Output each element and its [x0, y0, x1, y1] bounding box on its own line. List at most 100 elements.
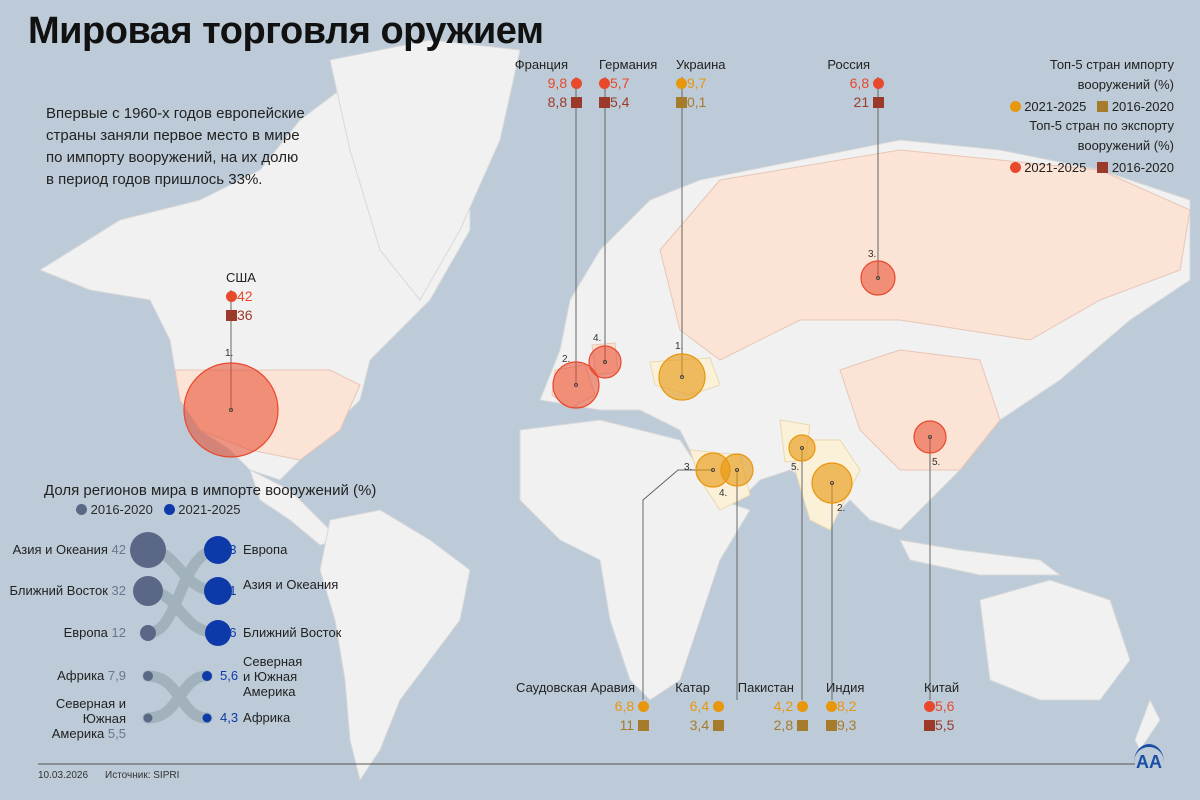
value: 36 — [237, 307, 253, 323]
region-value: 42 — [111, 542, 126, 557]
square-icon — [713, 720, 724, 731]
circle-icon — [873, 78, 884, 89]
value: 5,5 — [935, 717, 955, 733]
region-value: 31 — [222, 583, 237, 598]
country-name: США — [226, 270, 256, 285]
square-icon — [826, 720, 837, 731]
region-label: Африка — [243, 710, 291, 725]
bubble-7 — [788, 434, 816, 462]
rank-label: 2. — [837, 503, 846, 514]
region-label: Северная и Южная Америка — [51, 696, 126, 741]
value: 5,6 — [935, 698, 955, 714]
circle-icon — [571, 78, 582, 89]
callout-5: Саудовская Аравия 6,8 11 — [516, 680, 649, 733]
land-australia — [979, 579, 1131, 701]
callout-3: Украина 9,7 0,1 — [676, 57, 726, 110]
circle-icon — [826, 701, 837, 712]
callout-8: Индия 8,2 9,3 — [826, 680, 864, 733]
value: 0,1 — [687, 94, 707, 110]
value: 3,4 — [689, 717, 710, 733]
rank-label: 3. — [868, 249, 877, 260]
region-value: 4,3 — [220, 710, 239, 725]
region-old-bubble — [130, 532, 166, 568]
rank-label: 4. — [719, 488, 728, 499]
square-icon — [676, 97, 687, 108]
country-name: Китай — [924, 680, 960, 695]
bubble-1 — [552, 361, 600, 409]
region-value: 7,9 — [107, 668, 126, 683]
square-icon — [873, 97, 884, 108]
callout-2: Германия 5,7 5,4 — [599, 57, 657, 110]
square-icon — [924, 720, 935, 731]
highlight-russia — [659, 149, 1191, 361]
rank-label: 5. — [932, 457, 941, 468]
bubble-4 — [860, 260, 896, 296]
callout-6: Катар 6,4 3,4 — [675, 680, 724, 733]
circle-icon — [1009, 162, 1021, 173]
value: 6,8 — [849, 75, 870, 91]
page-title: Мировая торговля оружием — [28, 10, 544, 52]
bubble-center — [574, 383, 578, 387]
legend-old: 2016-2020 — [90, 502, 153, 517]
bubble-0 — [183, 362, 279, 458]
country-name: Украина — [676, 57, 726, 72]
region-old-bubble — [143, 713, 153, 723]
country-name: Пакистан — [737, 680, 794, 695]
aa-logo: AA — [1134, 744, 1164, 780]
circle-icon — [599, 78, 610, 89]
value: 9,7 — [687, 75, 707, 91]
circle-icon — [1009, 101, 1021, 112]
region-label: Европа — [243, 542, 288, 557]
value: 6,4 — [689, 698, 710, 714]
square-icon — [571, 97, 582, 108]
value: 9,8 — [547, 75, 568, 91]
region-value: 32 — [111, 583, 126, 598]
country-name: Индия — [826, 680, 865, 695]
bubble-center — [735, 468, 739, 472]
region-old-row: Европа 12 — [6, 625, 126, 640]
callout-0: США 42 36 — [226, 270, 256, 323]
rank-label: 1. — [675, 341, 684, 352]
circle-icon — [713, 701, 724, 712]
import-legend: Топ-5 стран импорту вооружений (%) 2021-… — [984, 55, 1174, 117]
country-name: Катар — [675, 680, 710, 695]
region-label: Азия и Океания — [12, 542, 108, 557]
rank-label: 5. — [791, 462, 800, 473]
circle-icon — [163, 504, 175, 515]
region-old-bubble — [133, 576, 163, 606]
land-indonesia — [899, 539, 1062, 576]
bubble-center — [876, 276, 880, 280]
bubble-center — [711, 468, 715, 472]
region-value: 26 — [222, 625, 237, 640]
import-legend-title: Топ-5 стран импорту вооружений (%) — [1049, 57, 1174, 92]
value: 8,2 — [837, 698, 857, 714]
square-icon — [599, 97, 610, 108]
circle-icon — [76, 504, 87, 515]
value: 5,7 — [610, 75, 630, 91]
value: 42 — [237, 288, 253, 304]
circle-icon — [924, 701, 935, 712]
region-old-bubble — [140, 625, 156, 641]
regions-legend: 2016-2020 2021-2025 — [76, 502, 240, 517]
land-new-zealand — [1134, 698, 1161, 751]
region-old-row: Ближний Восток 32 — [6, 583, 126, 598]
square-icon — [226, 310, 237, 321]
region-old-row: Азия и Океания 42 — [6, 542, 126, 557]
region-value: 12 — [111, 625, 126, 640]
rank-label: 2. — [562, 354, 571, 365]
circle-icon — [226, 291, 237, 302]
export-legend-title: Топ-5 стран по экспорту вооружений (%) — [1029, 118, 1174, 153]
highlight-china — [839, 349, 1001, 471]
region-label: Ближний Восток — [9, 583, 108, 598]
value: 5,4 — [610, 94, 630, 110]
land-greenland — [329, 39, 521, 301]
bubble-center — [680, 375, 684, 379]
value: 6,8 — [614, 698, 635, 714]
circle-icon — [797, 701, 808, 712]
region-label: Северная и Южная Америка — [243, 654, 303, 699]
region-new-bubble — [205, 620, 231, 646]
region-new-bubble — [202, 671, 212, 681]
square-icon — [638, 720, 649, 731]
legend-old: 2016-2020 — [1111, 160, 1174, 175]
